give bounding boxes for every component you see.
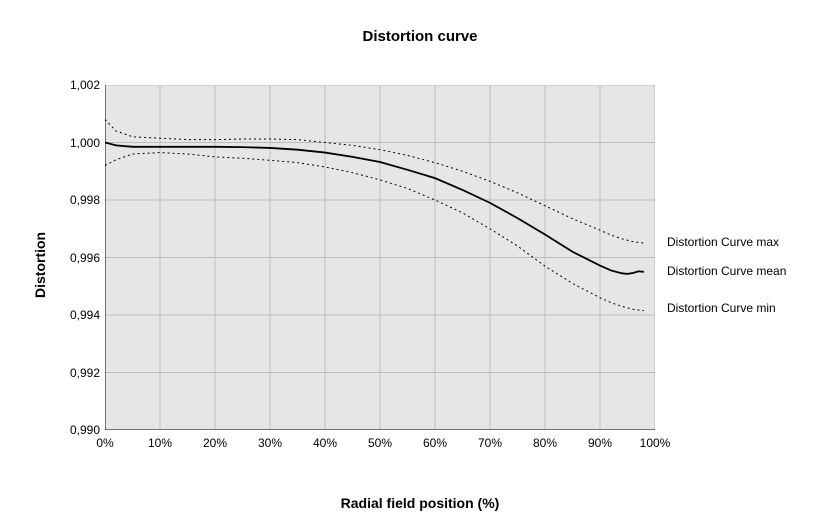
y-tick-label: 1,000 bbox=[50, 136, 100, 150]
x-tick-label: 80% bbox=[533, 436, 557, 450]
x-tick-label: 30% bbox=[258, 436, 282, 450]
chart-title: Distortion curve bbox=[0, 28, 840, 45]
y-tick-label: 0,994 bbox=[50, 308, 100, 322]
y-axis-label: Distortion bbox=[32, 231, 48, 297]
y-tick-label: 0,992 bbox=[50, 366, 100, 380]
y-tick-label: 0,990 bbox=[50, 423, 100, 437]
legend-entry-mean: Distortion Curve mean bbox=[667, 264, 786, 278]
x-tick-label: 10% bbox=[148, 436, 172, 450]
x-tick-label: 70% bbox=[478, 436, 502, 450]
x-tick-label: 50% bbox=[368, 436, 392, 450]
x-axis-label: Radial field position (%) bbox=[0, 495, 840, 511]
x-tick-label: 60% bbox=[423, 436, 447, 450]
y-tick-label: 0,998 bbox=[50, 193, 100, 207]
x-tick-label: 20% bbox=[203, 436, 227, 450]
x-tick-label: 90% bbox=[588, 436, 612, 450]
stage: Distortion curve Distortion 0,990 0,992 0,… bbox=[0, 0, 840, 530]
x-tick-label: 100% bbox=[640, 436, 671, 450]
x-tick-label: 40% bbox=[313, 436, 337, 450]
x-tick-label: 0% bbox=[96, 436, 113, 450]
y-tick-label: 0,996 bbox=[50, 251, 100, 265]
legend-entry-max: Distortion Curve max bbox=[667, 235, 779, 249]
plot-area bbox=[105, 85, 655, 430]
legend-entry-min: Distortion Curve min bbox=[667, 301, 776, 315]
y-tick-label: 1,002 bbox=[50, 78, 100, 92]
plot-svg bbox=[105, 85, 655, 430]
